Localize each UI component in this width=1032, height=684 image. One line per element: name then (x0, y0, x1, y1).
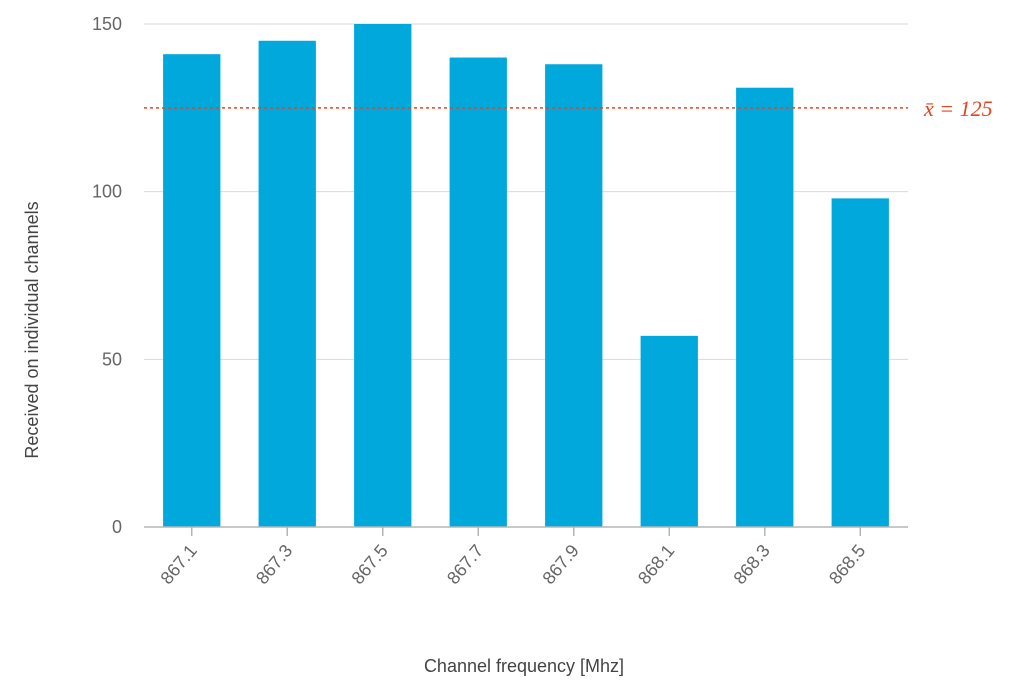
bar (736, 87, 794, 528)
bar (258, 40, 316, 528)
x-tick-label: 867.5 (348, 541, 392, 588)
x-tick-label: 867.9 (539, 541, 583, 588)
x-axis-title: Channel frequency [Mhz] (424, 656, 624, 676)
y-tick-labels: 0 50 100 150 (92, 14, 122, 537)
mean-line-group: x̄ = 125 (144, 96, 993, 121)
mean-label: x̄ = 125 (923, 96, 993, 121)
x-tick-label: 868.5 (825, 541, 869, 588)
bar (449, 57, 507, 528)
y-tick-label: 0 (112, 517, 122, 537)
x-tick-label: 868.3 (730, 541, 774, 588)
bar (354, 24, 412, 527)
y-tick-label: 150 (92, 14, 122, 34)
bar (831, 198, 889, 527)
bar (163, 54, 221, 528)
x-tick-labels: 867.1 867.3 867.5 867.7 867.9 868.1 868.3 868.5 (157, 527, 869, 588)
y-axis-title: Received on individual channels (22, 201, 42, 458)
bars (163, 24, 889, 528)
y-tick-label: 50 (102, 349, 122, 369)
x-tick-label: 867.7 (443, 541, 487, 588)
x-tick-label: 867.3 (252, 541, 296, 588)
bar (545, 64, 603, 528)
y-tick-label: 100 (92, 182, 122, 202)
x-tick-label: 867.1 (157, 541, 201, 588)
bar (640, 335, 698, 527)
x-tick-label: 868.1 (634, 541, 678, 588)
